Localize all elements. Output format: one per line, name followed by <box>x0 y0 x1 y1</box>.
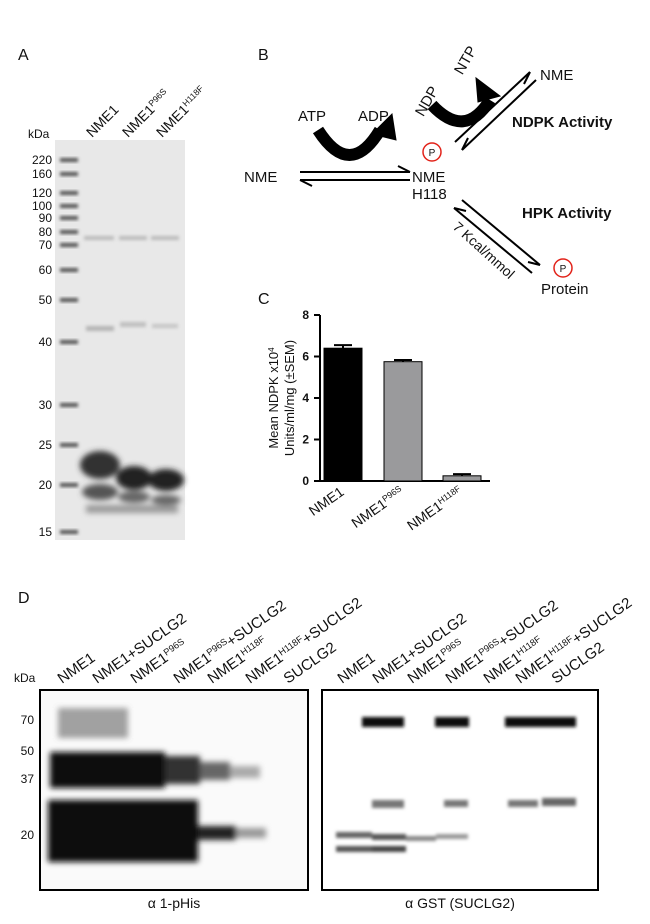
marker-label: 160 <box>32 167 52 181</box>
label-part: NME1 <box>306 483 347 519</box>
y-tick-label: 2 <box>302 433 309 447</box>
label-part: NME1 <box>55 649 99 687</box>
lane-label: NME1 <box>55 649 99 687</box>
panel-label: C <box>258 291 270 308</box>
unit-label: kDa <box>14 671 36 685</box>
y-axis-label: Units/ml/mg (±SEM) <box>282 340 297 456</box>
marker-label: 25 <box>39 438 53 452</box>
blot-right <box>321 689 599 891</box>
ladder-band <box>60 158 78 162</box>
bar <box>442 475 482 482</box>
marker-label: 90 <box>39 211 53 225</box>
ladder-band <box>60 268 78 272</box>
marker-label: 60 <box>39 263 53 277</box>
scheme-text: ADP <box>358 108 389 125</box>
marker-label: 50 <box>39 293 53 307</box>
ladder-band <box>60 243 78 247</box>
scheme-b <box>299 71 573 278</box>
marker-label: 15 <box>39 525 53 539</box>
scheme-text: 7 Kcal/mmol <box>450 218 518 281</box>
y-tick-label: 4 <box>302 391 309 405</box>
label-part: NME1 <box>83 101 122 140</box>
ladder-band <box>60 530 78 534</box>
ladder-band <box>60 443 78 447</box>
blot-caption: α 1-pHis <box>148 895 200 911</box>
error-bar <box>394 359 412 362</box>
label-part: H118F <box>436 483 463 506</box>
marker-label: 80 <box>39 225 53 239</box>
scheme-text: NME <box>540 67 573 84</box>
error-bar <box>334 344 352 349</box>
marker-label: 50 <box>21 744 35 758</box>
ladder-band <box>60 298 78 302</box>
marker-label: 20 <box>39 478 53 492</box>
ladder-band <box>60 172 78 176</box>
marker-label: 40 <box>39 335 53 349</box>
unit-label: kDa <box>28 127 50 141</box>
scheme-text: ATP <box>298 108 326 125</box>
bar <box>323 347 363 482</box>
y-tick-label: 8 <box>302 308 309 322</box>
panel-label: D <box>18 590 30 607</box>
scheme-text: HPK Activity <box>522 205 612 222</box>
marker-label: 30 <box>39 398 53 412</box>
blot-caption: α GST (SUCLG2) <box>405 895 515 911</box>
marker-label: 220 <box>32 153 52 167</box>
ladder-band <box>60 483 78 487</box>
label-part: 4 <box>267 347 276 352</box>
label-part: NME1 <box>335 649 379 687</box>
lane-label: NME1 <box>83 101 122 140</box>
x-tick-label: NME1H118F <box>404 483 466 533</box>
x-tick-label: NME1 <box>306 483 347 519</box>
ladder-band <box>60 230 78 234</box>
marker-label: 70 <box>39 238 53 252</box>
ladder-band <box>60 191 78 195</box>
scheme-text: NTP <box>451 43 481 77</box>
marker-label: 70 <box>21 713 35 727</box>
ladder-band <box>60 403 78 407</box>
panel-label: B <box>258 47 269 64</box>
phospho-label: P <box>560 264 567 275</box>
marker-label: 37 <box>21 772 35 786</box>
scheme-text: NDPK Activity <box>512 114 613 131</box>
y-axis-label: Mean NDPK x104 <box>266 347 281 449</box>
bar <box>383 361 423 482</box>
phospho-label: P <box>429 148 436 159</box>
label-part: +SUCLG2 <box>569 594 635 647</box>
blot-left <box>39 689 309 891</box>
y-tick-label: 0 <box>302 474 309 488</box>
scheme-text: NME <box>244 169 277 186</box>
marker-label: 100 <box>32 199 52 213</box>
scheme-text: Protein <box>541 281 589 298</box>
label-part: +SUCLG2 <box>299 594 365 647</box>
label-part: P96S <box>380 483 403 503</box>
lane-label: NME1 <box>335 649 379 687</box>
panel-label: A <box>18 47 29 64</box>
marker-label: 120 <box>32 186 52 200</box>
error-bar <box>453 473 471 476</box>
scheme-text: NME <box>412 169 445 186</box>
label-part: Mean NDPK x10 <box>266 352 281 449</box>
ladder-band <box>60 340 78 344</box>
ladder-band <box>60 204 78 208</box>
ladder-band <box>60 216 78 220</box>
x-tick-label: NME1P96S <box>348 483 407 531</box>
label-part: H118F <box>180 83 205 108</box>
y-tick-label: 6 <box>302 350 309 364</box>
label-part: P96S <box>146 86 168 108</box>
marker-label: 20 <box>21 828 35 842</box>
scheme-text: H118 <box>412 186 447 203</box>
